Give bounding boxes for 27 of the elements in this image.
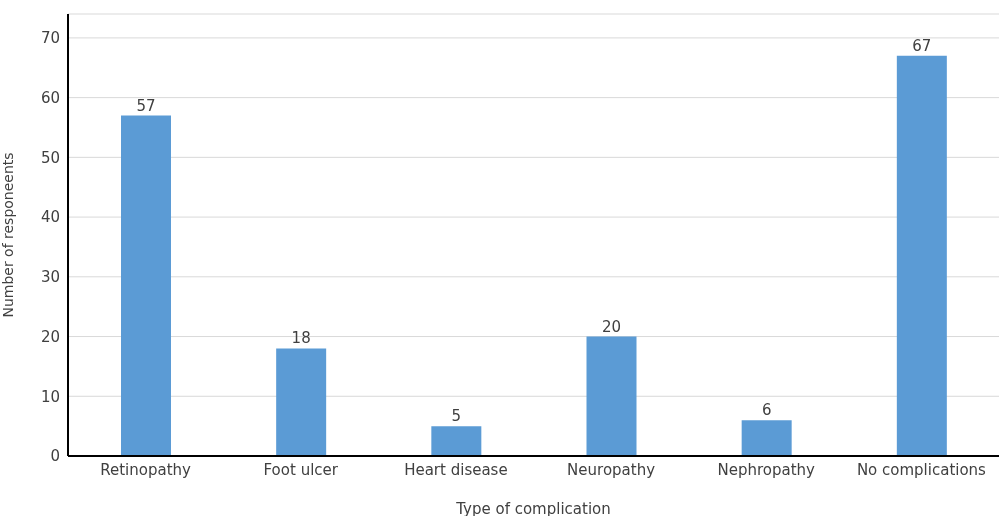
x-tick-label: Neuropathy: [567, 460, 656, 479]
bar: [431, 426, 482, 456]
y-tick-label: 10: [40, 387, 60, 406]
y-tick-label: 60: [40, 88, 60, 107]
bar: [276, 348, 327, 456]
y-tick-label: 40: [40, 208, 60, 227]
x-tick-label: Foot ulcer: [263, 460, 339, 479]
bar: [586, 336, 637, 456]
x-tick-label: Nephropathy: [717, 460, 816, 479]
y-tick-label: 20: [40, 327, 60, 346]
data-label: 20: [601, 317, 622, 336]
x-tick-label: No complications: [856, 460, 987, 479]
bar: [896, 55, 947, 456]
y-tick-label: 70: [40, 29, 60, 48]
x-tick-label: Heart disease: [404, 460, 508, 479]
data-label: 67: [912, 36, 932, 55]
y-tick-label: 30: [40, 268, 60, 287]
bar: [121, 115, 171, 456]
y-tick-label: 50: [40, 148, 60, 167]
bar: [741, 420, 792, 456]
y-tick-label: 0: [50, 447, 60, 466]
data-label: 6: [761, 401, 772, 420]
y-axis-title: Number of responeents: [0, 152, 16, 318]
data-label: 5: [451, 407, 462, 426]
data-label: 57: [136, 96, 156, 115]
data-label: 18: [291, 329, 311, 348]
x-tick-label: Retinopathy: [100, 460, 192, 479]
